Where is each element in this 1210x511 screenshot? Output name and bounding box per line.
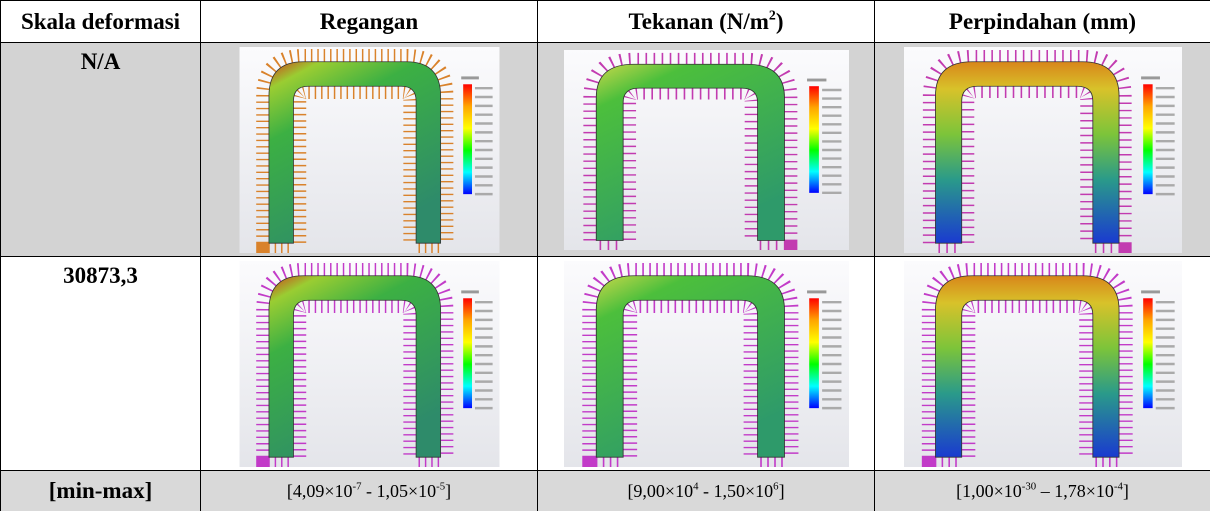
superscript: -30 — [1022, 480, 1036, 492]
superscript: 2 — [769, 7, 776, 22]
text: - 1,50×10 — [699, 481, 774, 501]
row-label: N/A — [1, 43, 201, 257]
superscript: -7 — [353, 480, 362, 492]
text: [4,09×10 — [287, 481, 353, 501]
footer-cell: [min-max] — [1, 471, 201, 511]
image-cell — [538, 43, 875, 257]
header-row: Skala deformasi Regangan Tekanan (N/m2) … — [1, 1, 1210, 43]
stress-image — [564, 261, 849, 467]
displacement-image — [904, 261, 1182, 467]
image-cell — [201, 43, 538, 257]
row: 30873,3 — [1, 257, 1210, 471]
image-cell — [201, 257, 538, 471]
text: [min-max] — [49, 478, 152, 503]
image-cell — [538, 257, 875, 471]
displacement-image — [904, 47, 1182, 253]
image-cell — [875, 43, 1210, 257]
text: Perpindahan (mm) — [949, 9, 1136, 34]
strain-image — [237, 47, 502, 253]
text: [1,00×10 — [956, 481, 1022, 501]
text: - 1,05×10 — [362, 481, 437, 501]
text: Tekanan (N/m — [629, 9, 769, 34]
text: – 1,78×10 — [1036, 481, 1114, 501]
footer-row: [min-max] [4,09×10-7 - 1,05×10-5] [9,00×… — [1, 471, 1210, 511]
text: ] — [779, 481, 785, 501]
text: Regangan — [320, 9, 418, 34]
text: ) — [776, 9, 784, 34]
footer-cell: [1,00×10-30 – 1,78×10-4] — [875, 471, 1210, 511]
text: ] — [445, 481, 451, 501]
row: N/A — [1, 43, 1210, 257]
header-cell: Skala deformasi — [1, 1, 201, 43]
text: ] — [1123, 481, 1129, 501]
strain-image — [237, 261, 502, 467]
text: [9,00×10 — [627, 481, 693, 501]
superscript: -4 — [1114, 480, 1123, 492]
text: Skala deformasi — [21, 9, 180, 34]
image-cell — [875, 257, 1210, 471]
result-table: Skala deformasi Regangan Tekanan (N/m2) … — [0, 0, 1210, 511]
footer-cell: [9,00×104 - 1,50×106] — [538, 471, 875, 511]
footer-cell: [4,09×10-7 - 1,05×10-5] — [201, 471, 538, 511]
row-label: 30873,3 — [1, 257, 201, 471]
header-cell: Regangan — [201, 1, 538, 43]
superscript: -5 — [436, 480, 445, 492]
header-cell: Perpindahan (mm) — [875, 1, 1210, 43]
page: Skala deformasi Regangan Tekanan (N/m2) … — [0, 0, 1210, 511]
header-cell: Tekanan (N/m2) — [538, 1, 875, 43]
stress-image — [564, 50, 849, 250]
